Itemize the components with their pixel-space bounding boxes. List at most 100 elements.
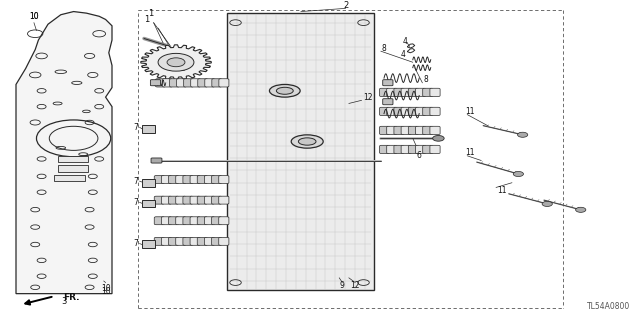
FancyBboxPatch shape [197,237,207,245]
FancyBboxPatch shape [204,217,214,225]
FancyBboxPatch shape [168,175,179,183]
Text: 10: 10 [29,12,39,21]
FancyBboxPatch shape [190,175,200,183]
FancyBboxPatch shape [183,175,193,183]
Bar [227,13,374,291]
FancyBboxPatch shape [408,145,419,153]
FancyBboxPatch shape [156,79,166,87]
Text: 7: 7 [133,177,138,186]
FancyBboxPatch shape [423,88,433,96]
Text: 7: 7 [133,239,138,248]
FancyBboxPatch shape [161,237,172,245]
Bar [142,125,155,133]
FancyBboxPatch shape [190,196,200,204]
FancyBboxPatch shape [168,196,179,204]
Bar [142,179,155,187]
FancyBboxPatch shape [408,107,419,115]
FancyBboxPatch shape [183,196,193,204]
Text: 4: 4 [403,37,408,46]
Text: 7: 7 [133,123,138,132]
Text: 8: 8 [381,43,387,53]
FancyBboxPatch shape [380,107,390,115]
Ellipse shape [269,85,300,97]
Ellipse shape [276,87,293,94]
FancyBboxPatch shape [423,126,433,135]
FancyBboxPatch shape [154,175,164,183]
FancyBboxPatch shape [408,126,419,135]
Text: 12: 12 [364,93,372,102]
Circle shape [167,58,185,67]
FancyBboxPatch shape [401,107,412,115]
FancyBboxPatch shape [415,145,426,153]
Text: TL54A0800: TL54A0800 [587,302,630,311]
FancyBboxPatch shape [150,80,161,86]
Text: 1: 1 [145,15,150,24]
FancyBboxPatch shape [198,79,208,87]
FancyBboxPatch shape [204,175,214,183]
FancyBboxPatch shape [197,196,207,204]
Text: 10: 10 [29,12,39,21]
Circle shape [518,132,528,137]
FancyBboxPatch shape [219,196,229,204]
Circle shape [575,207,586,212]
FancyBboxPatch shape [430,145,440,153]
Text: 1: 1 [148,9,153,18]
FancyBboxPatch shape [219,237,229,245]
Text: 6: 6 [417,151,422,160]
Polygon shape [16,11,112,294]
FancyBboxPatch shape [176,196,186,204]
FancyBboxPatch shape [415,88,426,96]
Text: 2: 2 [343,1,348,10]
FancyBboxPatch shape [176,217,186,225]
Ellipse shape [298,138,316,145]
FancyBboxPatch shape [380,88,390,96]
FancyBboxPatch shape [408,88,419,96]
FancyBboxPatch shape [168,237,179,245]
FancyBboxPatch shape [415,107,426,115]
Text: 9: 9 [340,281,345,290]
FancyBboxPatch shape [184,79,194,87]
Ellipse shape [291,135,323,148]
FancyBboxPatch shape [387,126,397,135]
Text: 3: 3 [61,297,67,306]
Text: 11: 11 [466,148,475,157]
FancyBboxPatch shape [168,217,179,225]
FancyBboxPatch shape [190,237,200,245]
FancyBboxPatch shape [380,145,390,153]
FancyBboxPatch shape [212,79,222,87]
FancyBboxPatch shape [151,158,162,163]
FancyBboxPatch shape [183,217,193,225]
Bar [58,165,88,172]
Circle shape [433,136,444,141]
FancyBboxPatch shape [197,175,207,183]
FancyBboxPatch shape [204,237,214,245]
FancyBboxPatch shape [161,196,172,204]
FancyBboxPatch shape [161,175,172,183]
FancyBboxPatch shape [430,126,440,135]
Text: 10: 10 [100,286,111,296]
Circle shape [158,53,194,71]
FancyBboxPatch shape [212,217,221,225]
FancyBboxPatch shape [161,217,172,225]
FancyBboxPatch shape [154,217,164,225]
Text: 7: 7 [133,198,138,207]
Bar [142,199,155,207]
Text: 12: 12 [351,281,360,290]
FancyBboxPatch shape [191,79,201,87]
FancyBboxPatch shape [205,79,215,87]
FancyBboxPatch shape [183,237,193,245]
FancyBboxPatch shape [415,126,426,135]
FancyBboxPatch shape [401,145,412,153]
Polygon shape [141,45,211,80]
FancyBboxPatch shape [394,107,404,115]
FancyBboxPatch shape [387,88,397,96]
Text: 4: 4 [401,50,406,59]
FancyBboxPatch shape [394,88,404,96]
Text: FR.: FR. [63,293,79,302]
FancyBboxPatch shape [176,237,186,245]
FancyBboxPatch shape [204,196,214,204]
Text: 5: 5 [180,64,185,73]
FancyBboxPatch shape [380,126,390,135]
Bar [142,240,155,248]
Circle shape [513,171,524,176]
